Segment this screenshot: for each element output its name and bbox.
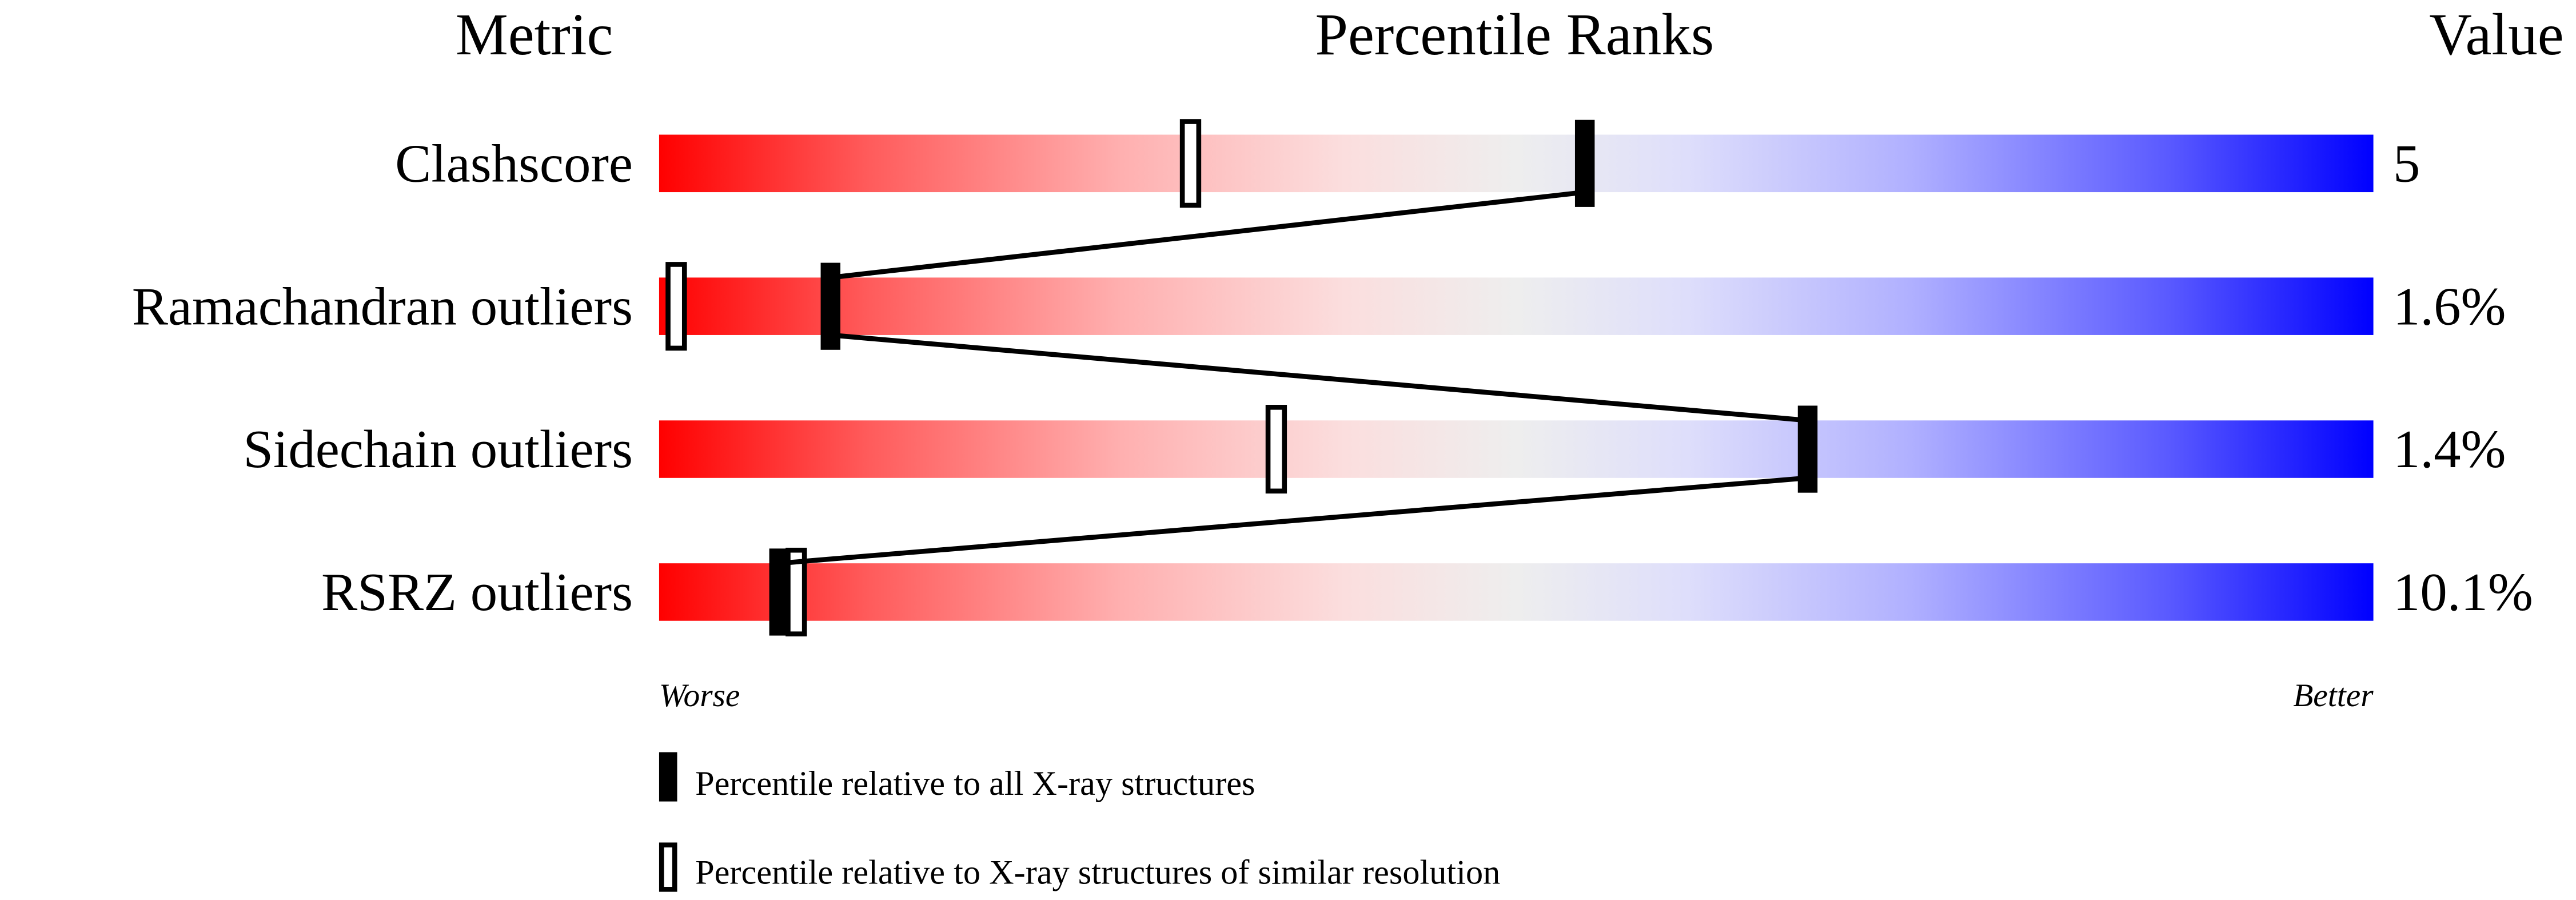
percentile-bar xyxy=(659,420,2374,478)
metric-row: RSRZ outliers 10.1% xyxy=(321,547,2533,637)
header-metric: Metric xyxy=(456,2,613,67)
marker-similar-resolution xyxy=(1265,405,1287,494)
metric-value: 1.6% xyxy=(2393,276,2506,336)
metric-value: 1.4% xyxy=(2393,419,2506,479)
metric-label: Sidechain outliers xyxy=(243,419,633,479)
metric-value: 5 xyxy=(2393,133,2420,193)
percentile-bar xyxy=(659,277,2374,335)
legend-label-similar: Percentile relative to X-ray structures … xyxy=(695,853,1500,891)
connector-line xyxy=(830,332,1808,423)
legend-filled-marker xyxy=(659,752,677,802)
legend-label-all: Percentile relative to all X-ray structu… xyxy=(695,764,1255,803)
metric-label: RSRZ outliers xyxy=(321,562,633,622)
metric-label: Clashscore xyxy=(395,133,633,193)
header-value: Value xyxy=(2429,2,2563,67)
percentile-bar xyxy=(659,563,2374,621)
metric-row: Sidechain outliers 1.4% xyxy=(243,405,2506,494)
header-percentile-ranks: Percentile Ranks xyxy=(1315,2,1714,67)
marker-similar-resolution xyxy=(1179,119,1202,208)
metric-row: Ramachandran outliers 1.6% xyxy=(132,262,2506,351)
connector-line xyxy=(830,189,1585,280)
axis-label-better: Better xyxy=(2293,678,2374,714)
marker-similar-resolution xyxy=(665,262,687,351)
metric-label: Ramachandran outliers xyxy=(132,276,633,336)
connector-line xyxy=(779,475,1808,566)
percentile-bar xyxy=(659,134,2374,193)
metric-row: Clashscore 5 xyxy=(395,119,2420,208)
legend-hollow-marker xyxy=(659,842,677,892)
metric-value: 10.1% xyxy=(2393,562,2533,622)
axis-label-worse: Worse xyxy=(659,678,740,714)
